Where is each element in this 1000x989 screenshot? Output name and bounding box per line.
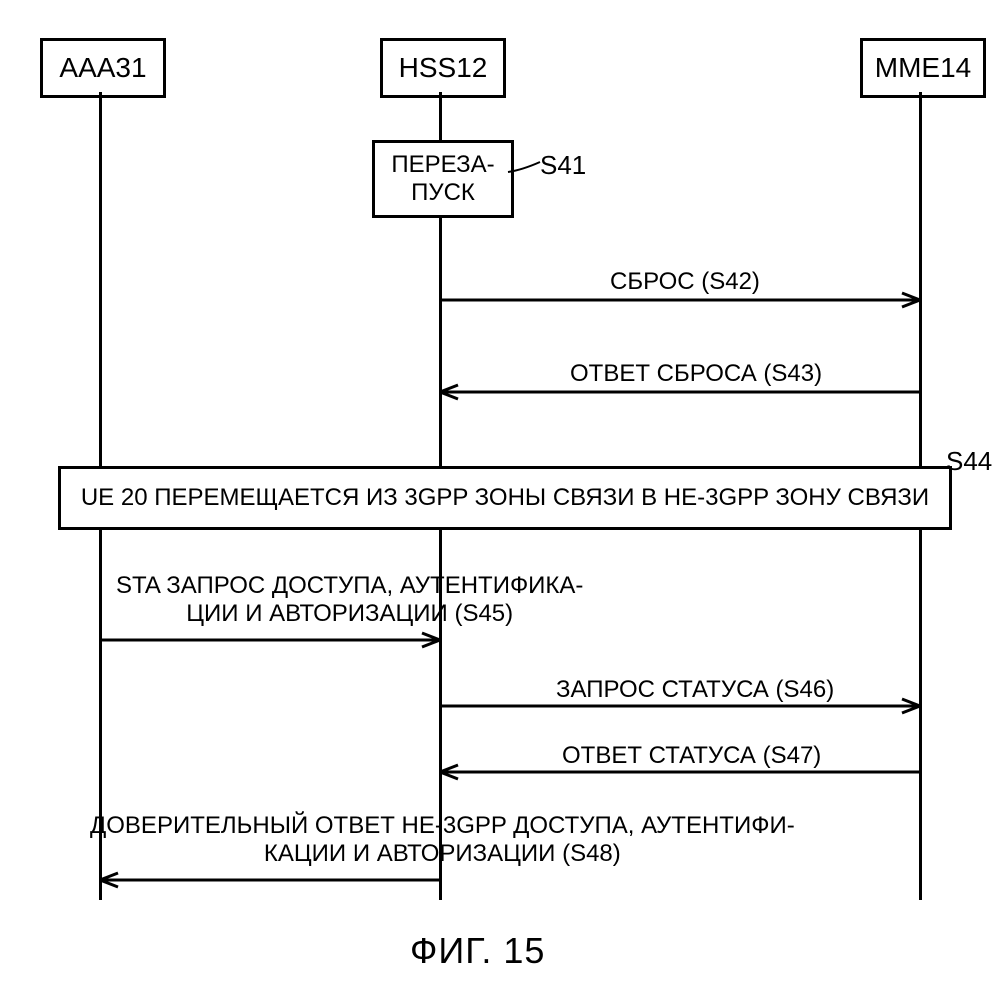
figure-caption: ФИГ. 15 [410,930,545,972]
restart-leader [504,158,544,176]
lifeline-aaa-upper [99,92,102,466]
message-label-s46: ЗАПРОС СТАТУСА (S46) [556,676,834,704]
message-arrow-s45 [80,625,460,655]
message-label-s42: СБРОС (S42) [610,268,760,296]
actor-aaa: AAA31 [40,38,166,98]
span-note: UE 20 ПЕРЕМЕЩАЕТСЯ ИЗ 3GPP ЗОНЫ СВЯЗИ В … [58,466,952,530]
message-label-s47: ОТВЕТ СТАТУСА (S47) [562,742,821,770]
message-label-s45: STA ЗАПРОС ДОСТУПА, АУТЕНТИФИКА- ЦИИ И А… [116,572,583,628]
actor-hss: HSS12 [380,38,506,98]
restart-note: ПЕРЕЗА-ПУСК [372,140,514,218]
lifeline-mme-upper [919,92,922,466]
restart-note-line2: ПУСК [391,179,494,207]
message-arrow-s48 [80,865,460,895]
message-label-s43: ОТВЕТ СБРОСА (S43) [570,360,822,388]
restart-note-line1: ПЕРЕЗА- [391,151,494,179]
step-label-s44: S44 [946,446,992,477]
step-label-s41: S41 [540,150,586,181]
message-label-s48: ДОВЕРИТЕЛЬНЫЙ ОТВЕТ НЕ-3GPP ДОСТУПА, АУТ… [90,812,795,868]
actor-mme: MME14 [860,38,986,98]
sequence-diagram: AAA31 HSS12 MME14 ПЕРЕЗА-ПУСК S41 UE 20 ПЕРЕМ… [0,0,1000,989]
